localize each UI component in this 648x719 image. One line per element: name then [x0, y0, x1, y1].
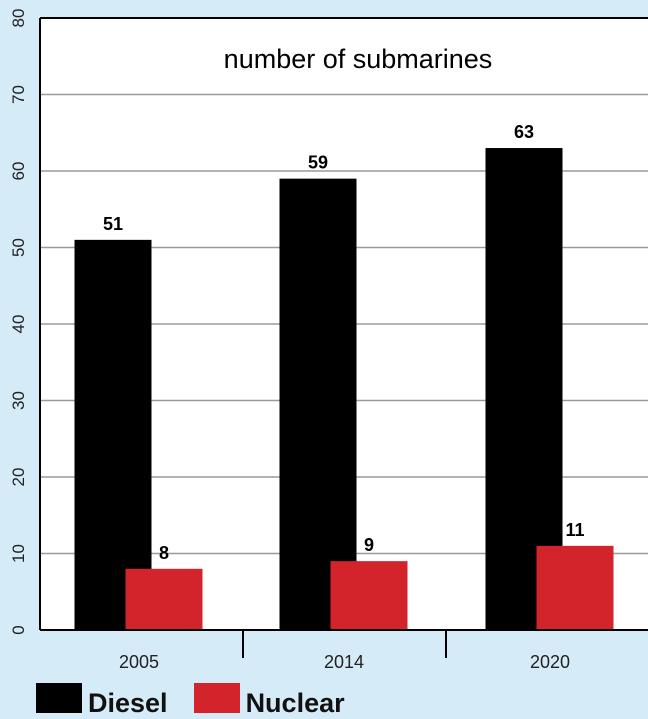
x-tick-label: 2014 — [324, 652, 364, 672]
y-tick-label: 0 — [9, 625, 28, 634]
legend-label-nuclear: Nuclear — [245, 688, 345, 718]
bars — [74, 148, 614, 631]
bar-nuclear — [536, 545, 614, 630]
legend-swatch-nuclear — [193, 682, 240, 713]
data-label-nuclear: 11 — [565, 520, 584, 540]
bar-diesel — [74, 239, 152, 630]
data-label-diesel: 51 — [103, 214, 123, 234]
bar-nuclear — [330, 561, 408, 630]
y-tick-label: 80 — [9, 9, 28, 28]
y-tick-label: 70 — [9, 85, 28, 104]
legend: Diesel Nuclear — [36, 682, 345, 718]
data-labels: 51 8 59 9 63 11 — [103, 122, 585, 563]
y-tick-label: 10 — [9, 544, 28, 563]
y-tick-label: 30 — [9, 391, 28, 410]
legend-item-nuclear: Nuclear — [193, 682, 345, 718]
x-tick-label: 2005 — [119, 652, 159, 672]
legend-swatch-diesel — [36, 682, 82, 713]
y-tick-label: 20 — [9, 468, 28, 487]
chart-title: number of submarines — [224, 44, 493, 74]
data-label-nuclear: 9 — [364, 535, 374, 555]
legend-item-diesel: Diesel — [36, 682, 168, 718]
y-tick-label: 50 — [9, 238, 28, 257]
data-label-diesel: 59 — [308, 153, 328, 173]
bar-nuclear — [125, 568, 203, 630]
bar-diesel — [279, 178, 357, 630]
data-label-diesel: 63 — [514, 122, 534, 142]
y-tick-label: 60 — [9, 162, 28, 181]
y-tick-label: 40 — [9, 315, 28, 334]
data-label-nuclear: 8 — [159, 543, 169, 563]
axes: 0 10 20 30 40 50 60 70 80 2005 2014 2020 — [9, 9, 648, 672]
x-tick-label: 2020 — [530, 652, 570, 672]
bar-chart-svg: 51 8 59 9 63 11 0 10 20 30 40 50 60 70 80 2005 2014 2020… — [9, 9, 648, 672]
legend-label-diesel: Diesel — [88, 688, 168, 718]
